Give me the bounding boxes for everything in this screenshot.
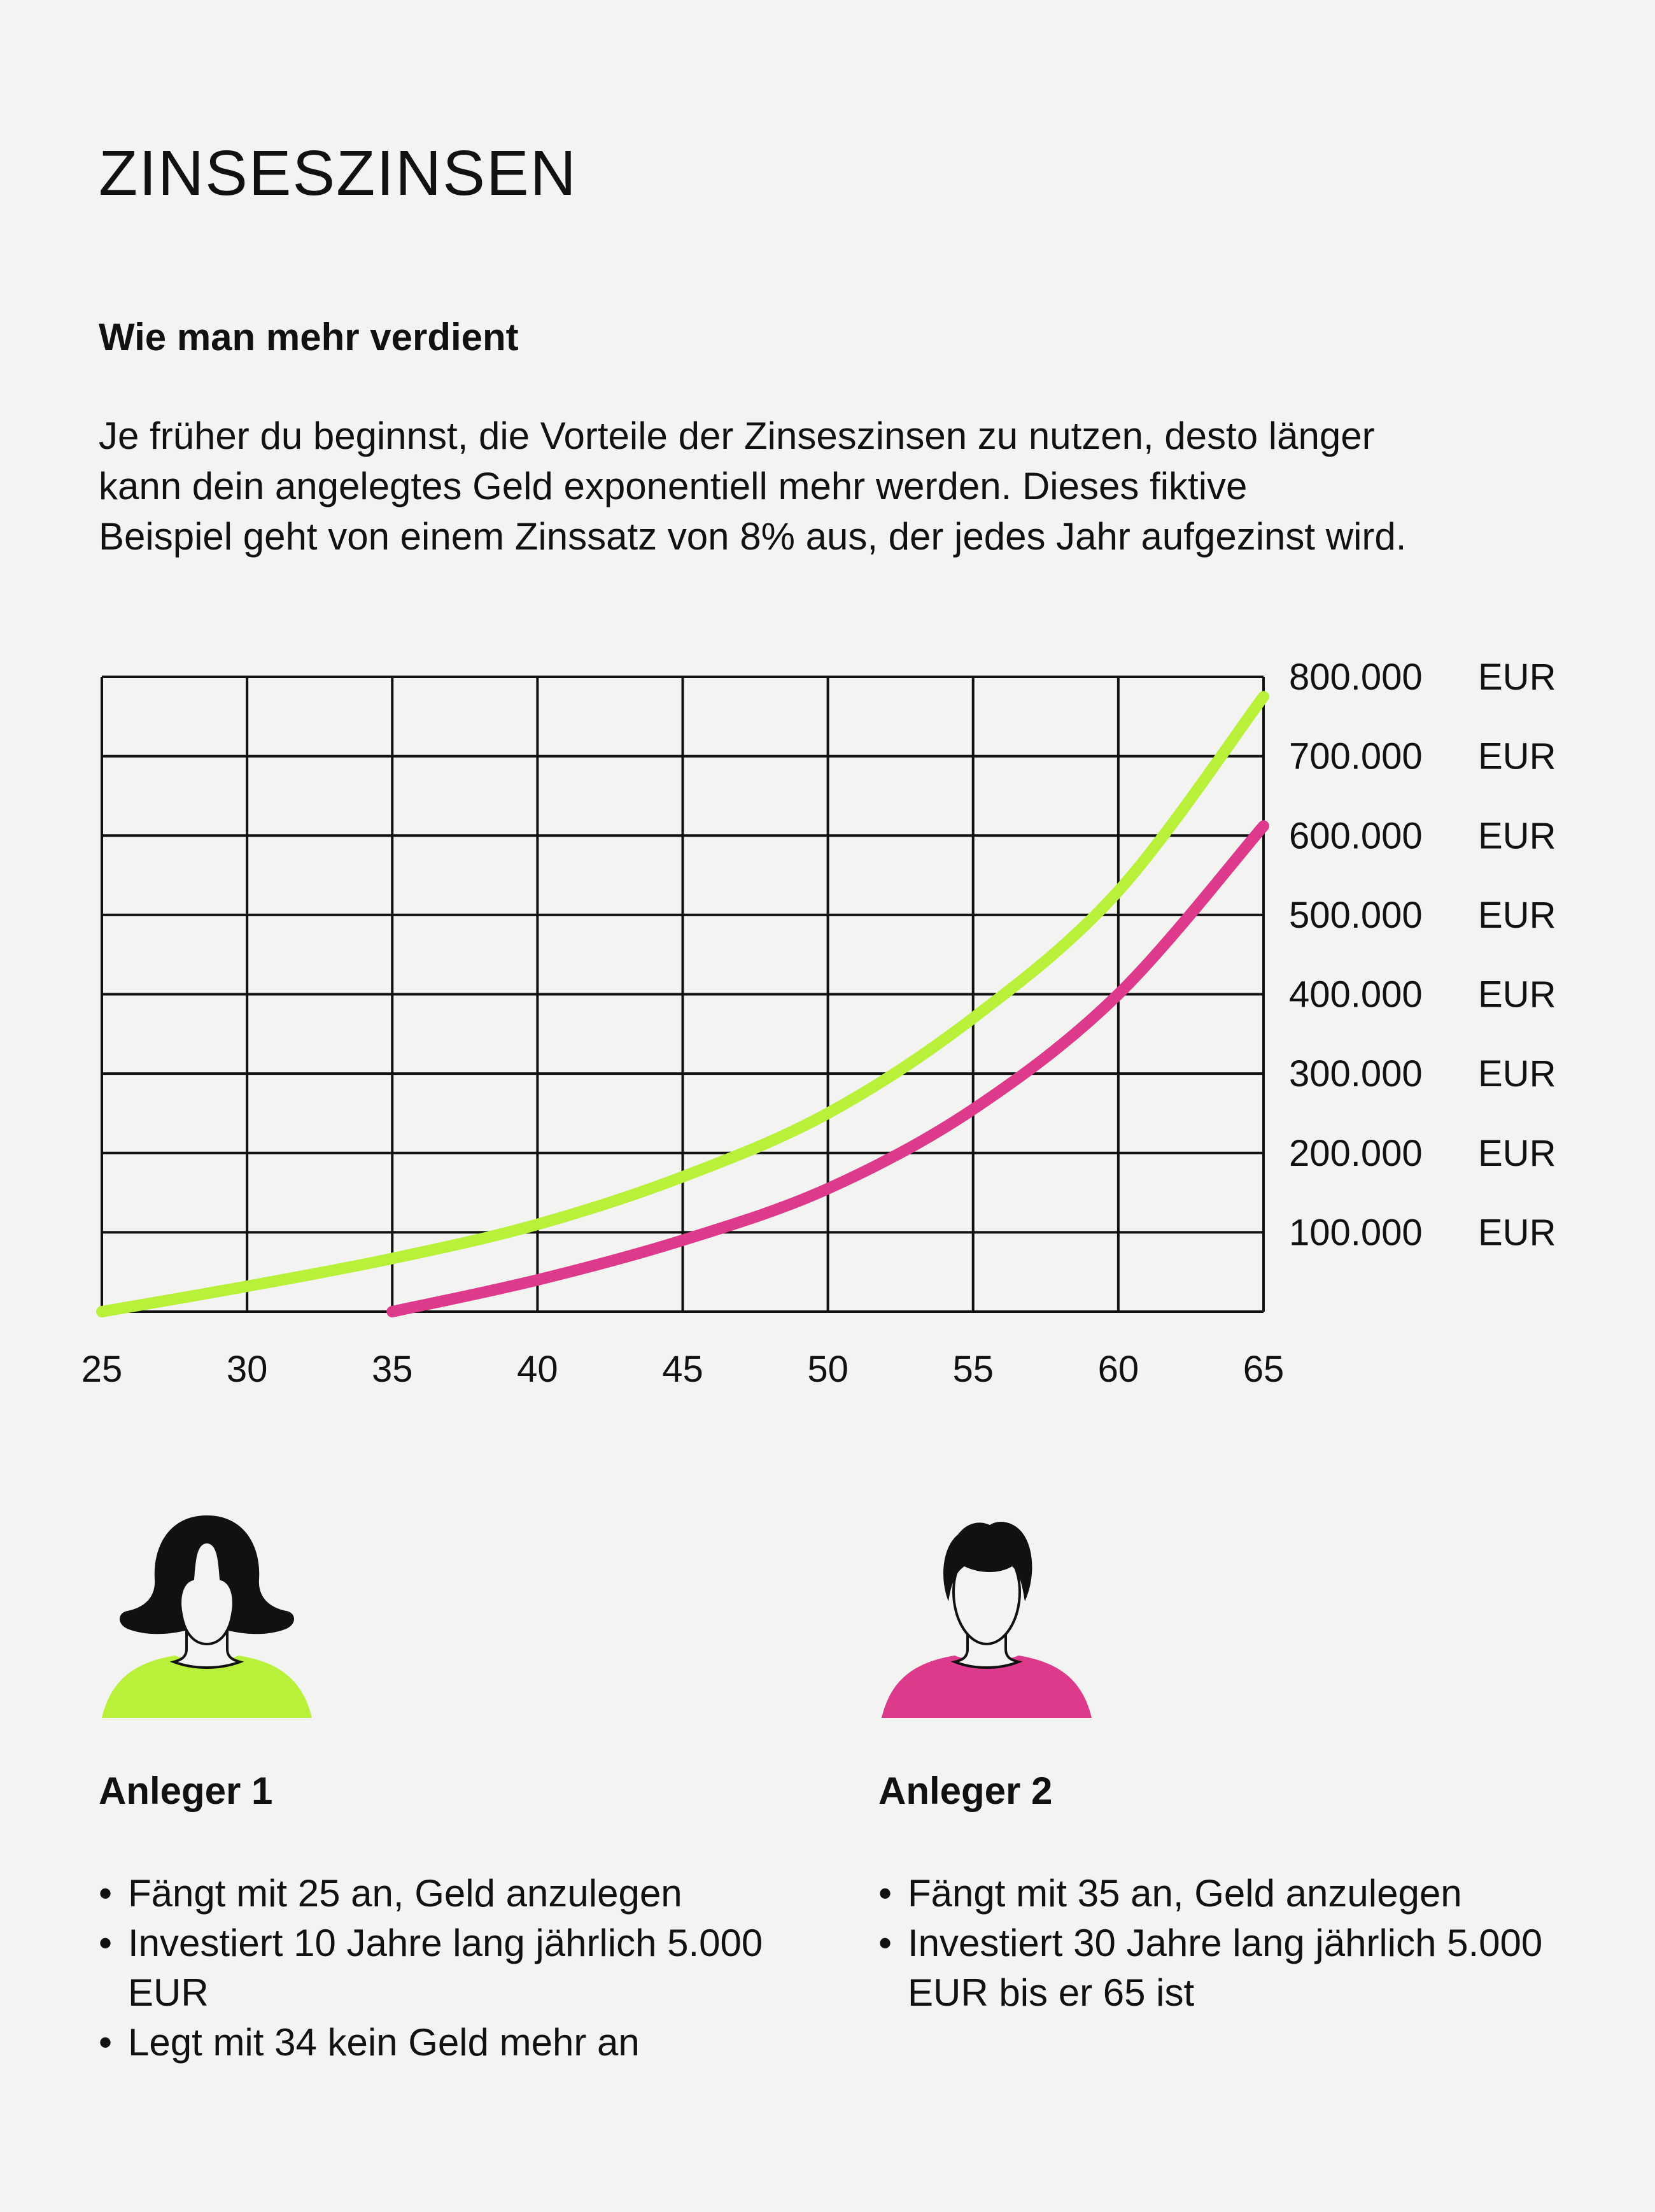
series-line-1 xyxy=(96,691,1269,1317)
x-tick-label: 40 xyxy=(517,1349,558,1390)
intro-line: kann dein angelegtes Geld exponentiell m… xyxy=(99,465,1248,507)
y-tick-label: 700.000 xyxy=(1289,736,1423,777)
x-tick-label: 60 xyxy=(1098,1349,1139,1390)
y-tick-unit: EUR xyxy=(1478,815,1556,856)
x-tick-label: 45 xyxy=(662,1349,703,1390)
intro-line: Beispiel geht von einem Zinssatz von 8% … xyxy=(99,515,1407,558)
investor-2-name: Anleger 2 xyxy=(878,1769,1053,1812)
list-item: Fängt mit 35 an, Geld anzulegen xyxy=(878,1869,1579,1918)
intro-text: Je früher du beginnst, die Vorteile der … xyxy=(99,411,1563,562)
man-avatar-hair xyxy=(943,1522,1032,1601)
x-axis-ticks: 25 30 35 40 45 50 55 60 65 xyxy=(81,1349,1285,1390)
investor-1-points: Fängt mit 25 an, Geld anzulegen Investie… xyxy=(99,1869,799,2067)
y-tick-unit: EUR xyxy=(1478,1053,1556,1095)
y-tick-label: 300.000 xyxy=(1289,1053,1423,1095)
y-tick-label: 100.000 xyxy=(1289,1212,1423,1253)
x-tick-label: 30 xyxy=(227,1349,268,1390)
woman-avatar-shirt xyxy=(102,1655,312,1718)
chart-grid xyxy=(101,676,1265,1313)
list-item: Fängt mit 25 an, Geld anzulegen xyxy=(99,1869,799,1918)
investor-2-card: Anleger 2 Fängt mit 35 an, Geld anzulege… xyxy=(878,1503,1579,2018)
x-tick-label: 35 xyxy=(372,1349,413,1390)
y-tick-label: 600.000 xyxy=(1289,815,1423,856)
list-item: Legt mit 34 kein Geld mehr an xyxy=(99,2018,799,2067)
man-avatar-icon xyxy=(882,1522,1092,1718)
subtitle: Wie man mehr verdient xyxy=(99,316,519,358)
y-tick-unit: EUR xyxy=(1478,656,1556,698)
series-line-2 xyxy=(386,820,1269,1317)
investor-2-points: Fängt mit 35 an, Geld anzulegen Investie… xyxy=(878,1869,1579,2018)
intro-line: Je früher du beginnst, die Vorteile der … xyxy=(99,415,1375,457)
chart-series xyxy=(96,691,1269,1317)
y-tick-unit: EUR xyxy=(1478,736,1556,777)
woman-avatar-icon xyxy=(102,1515,312,1718)
page-title: ZINSESZINSEN xyxy=(99,138,577,209)
x-tick-label: 55 xyxy=(952,1349,994,1390)
man-avatar-shirt xyxy=(882,1655,1092,1718)
woman-avatar-face xyxy=(179,1540,235,1646)
x-tick-label: 65 xyxy=(1243,1349,1285,1390)
y-tick-unit: EUR xyxy=(1478,974,1556,1016)
y-tick-label: 800.000 xyxy=(1289,656,1423,698)
list-item: Investiert 30 Jahre lang jährlich 5.000 … xyxy=(878,1918,1579,2018)
list-item: Investiert 10 Jahre lang jährlich 5.000 … xyxy=(99,1918,799,2018)
y-tick-unit: EUR xyxy=(1478,1212,1556,1253)
x-tick-label: 25 xyxy=(81,1349,123,1390)
y-tick-unit: EUR xyxy=(1478,895,1556,936)
investor-1-name: Anleger 1 xyxy=(99,1769,273,1812)
compound-interest-chart: 25 30 35 40 45 50 55 60 65 800.000 EUR 700.000 EUR 6… xyxy=(81,656,1556,1390)
y-tick-label: 400.000 xyxy=(1289,974,1423,1016)
y-tick-label: 200.000 xyxy=(1289,1133,1423,1174)
x-tick-label: 50 xyxy=(807,1349,849,1390)
investor-1-card: Anleger 1 Fängt mit 25 an, Geld anzulege… xyxy=(99,1503,799,2067)
y-tick-label: 500.000 xyxy=(1289,895,1423,936)
y-axis-ticks: 800.000 EUR 700.000 EUR 600.000 EUR 500.000 EUR… xyxy=(1289,656,1556,1253)
y-tick-unit: EUR xyxy=(1478,1133,1556,1174)
